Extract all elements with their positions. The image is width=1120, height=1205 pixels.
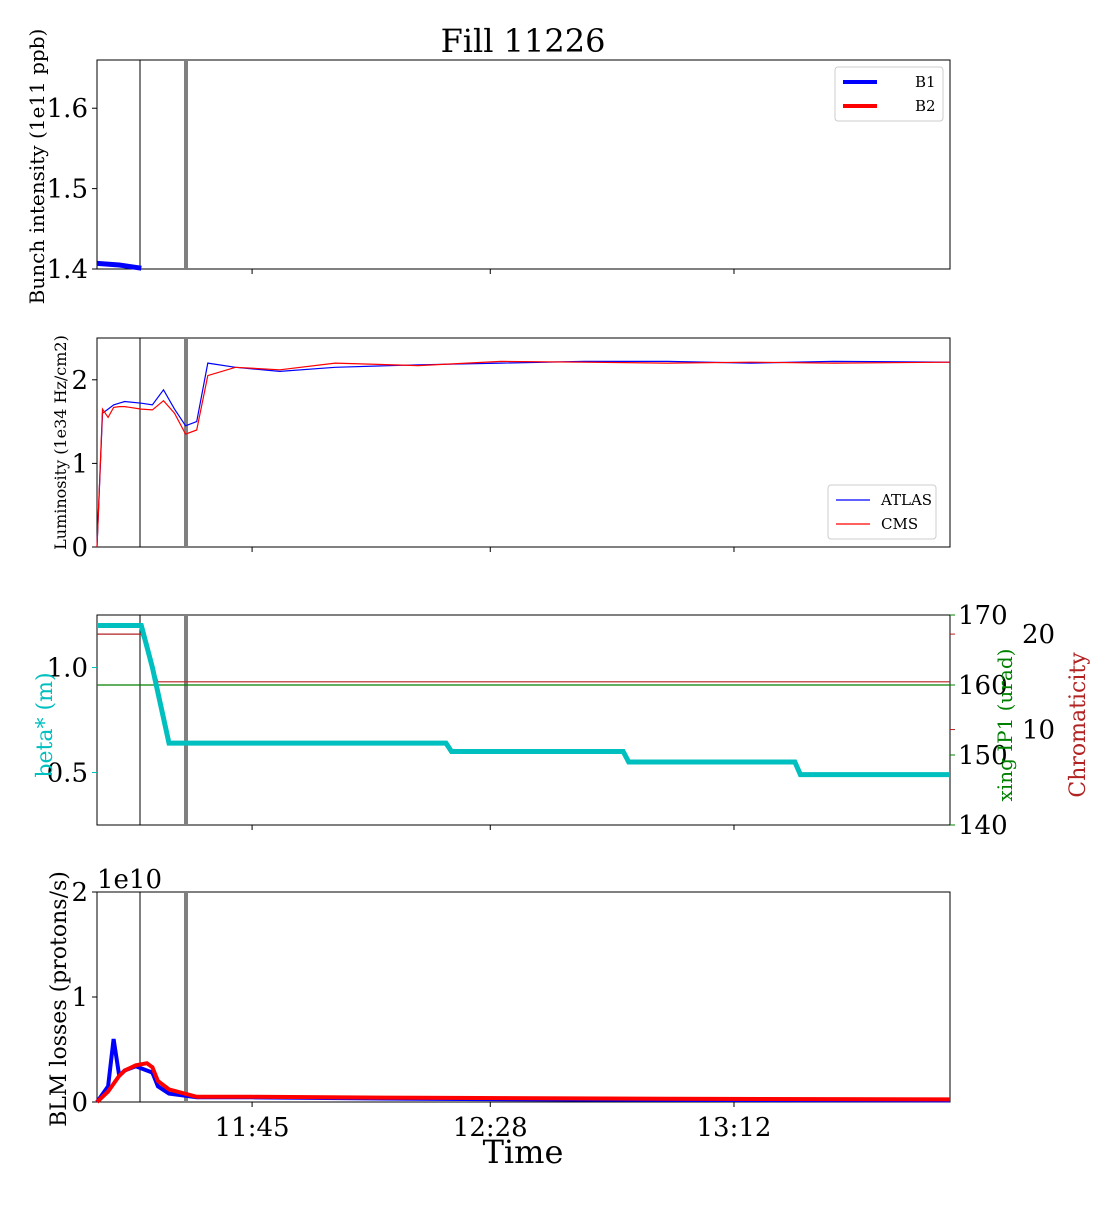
y-tick-label: 1	[71, 449, 88, 479]
series-b2-line	[95, 1061, 951, 1104]
y-axis-label: Luminosity (1e34 Hz/cm2)	[51, 335, 70, 550]
y-tick-label: 1.0	[47, 654, 88, 684]
y-tick-label: 0.5	[47, 759, 88, 789]
y-tick-label: 170	[958, 601, 1008, 631]
legend-label: CMS	[881, 515, 918, 533]
y-tick-label: 160	[958, 671, 1008, 701]
legend-label: B2	[915, 97, 936, 115]
plot-frame	[96, 614, 951, 826]
legend-label: ATLAS	[880, 491, 932, 509]
y-tick-label: 0	[71, 533, 88, 563]
plot-frame	[96, 337, 951, 548]
y-axis-label: BLM losses (protons/s)	[47, 871, 72, 1127]
y-tick-label: 140	[958, 811, 1008, 841]
y-tick-label: 20	[1022, 620, 1055, 650]
y-tick-label: 1.4	[47, 255, 88, 285]
y-tick-label: 10	[1022, 716, 1055, 746]
y-axis-label: Bunch intensity (1e11 ppb)	[25, 29, 49, 305]
y-offset-text: 1e10	[97, 865, 162, 895]
series-b1-line	[95, 1038, 951, 1104]
x-axis-label: Time	[483, 1133, 564, 1171]
y-tick-label: 150	[958, 741, 1008, 771]
y3-axis-label: Chromaticity	[1066, 652, 1091, 798]
y-tick-label: 1.6	[47, 94, 88, 124]
series-beta-line	[97, 623, 950, 778]
y-tick-label: 0	[71, 1088, 88, 1118]
plot-frame	[96, 891, 951, 1103]
x-tick-label: 11:45	[215, 1113, 290, 1143]
legend-label: B1	[915, 73, 936, 91]
plot-frame	[96, 59, 951, 270]
y2-axis-label: xing IP1 (urad)	[993, 649, 1017, 802]
series-atlas-line	[96, 360, 951, 548]
series-chromaticity-line	[97, 633, 950, 683]
series-b1-line	[96, 260, 142, 271]
y-tick-label: 2	[71, 366, 88, 396]
figure-title: Fill 11226	[441, 22, 606, 60]
series-cms-line	[96, 360, 951, 548]
optics-panel: 0.5 1.0 140 150 160 170 10 20 beta* (m) xing IP1 …	[33, 601, 1091, 841]
legend-box	[827, 484, 937, 540]
y-tick-label: 1.5	[47, 175, 88, 205]
y-tick-label: 2	[71, 878, 88, 908]
y-axis-label: beta* (m)	[33, 672, 58, 777]
x-tick-label: 13:12	[697, 1113, 772, 1143]
y-tick-label: 1	[71, 983, 88, 1013]
x-tick-label: 12:28	[453, 1113, 528, 1143]
